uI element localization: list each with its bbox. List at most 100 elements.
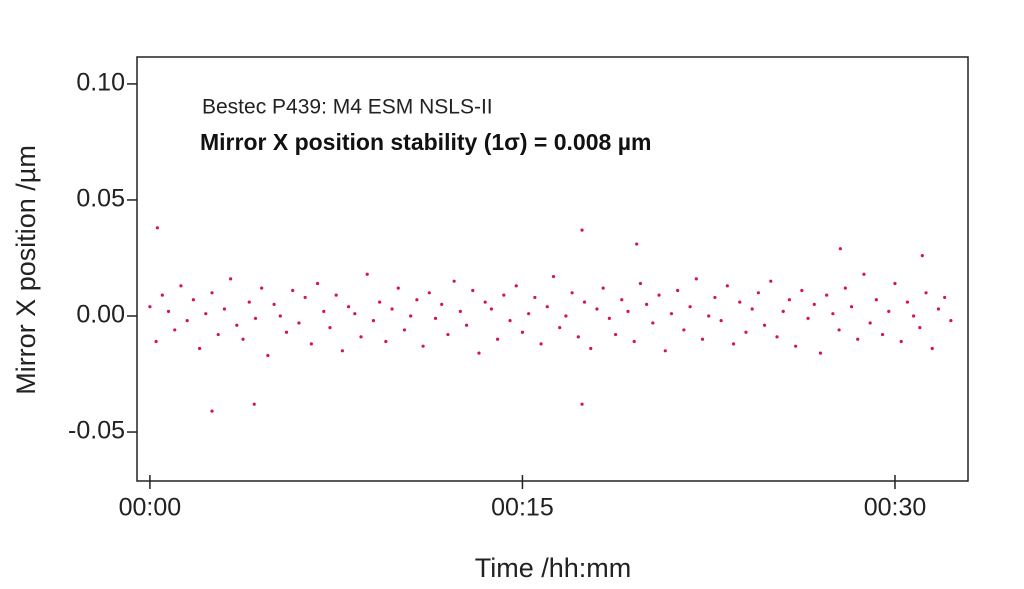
data-point [551,274,556,279]
x-tick-label: 00:15 [491,494,554,522]
y-axis-label: Mirror X position /µm [11,145,41,395]
data-point [415,298,419,302]
data-point [856,337,860,341]
data-point [210,409,214,413]
y-tick-label: 0.10 [76,69,125,97]
data-point [359,335,363,339]
data-point [837,328,841,332]
data-point [645,302,649,306]
data-point [887,309,891,313]
data-point [781,309,785,313]
data-point [936,307,941,311]
data-point [260,286,264,290]
data-point [794,344,798,348]
x-tick-label: 00:00 [119,494,182,522]
annotation: Bestec P439: M4 ESM NSLS-II [202,96,493,119]
y-tick-label: -0.05 [68,417,125,445]
data-point [943,295,947,300]
data-point [253,316,258,320]
data-point [148,305,152,309]
data-point [252,402,256,406]
data-point [613,332,618,337]
data-point [533,295,537,300]
data-point [651,321,655,325]
data-point [635,242,639,246]
data-point [365,272,369,276]
data-point [527,312,531,316]
data-point [315,281,320,286]
annotation: Mirror X position stability (1σ) = 0.008… [200,129,651,155]
data-point [384,339,388,344]
data-point [787,298,792,302]
data-point [514,284,518,288]
data-point [576,335,580,339]
data-point [905,300,910,304]
data-point [912,314,916,318]
data-point [353,312,357,316]
data-point [750,307,754,311]
data-point [769,279,773,283]
data-point [838,247,842,251]
data-point [378,300,382,304]
data-point [433,316,438,320]
data-point [738,300,742,304]
data-point [582,300,587,304]
y-tick-label: 0.00 [76,301,125,329]
data-point [918,325,922,330]
data-point [520,330,525,334]
data-point [688,305,692,309]
data-point [173,328,177,332]
data-point [340,349,344,353]
data-point [427,291,431,295]
data-point [676,288,680,293]
data-point [390,307,394,311]
data-point [949,319,953,323]
data-point [309,342,313,346]
data-point [874,298,878,302]
data-point [899,339,903,344]
data-point [346,305,351,309]
data-point [191,298,195,302]
data-point [222,307,227,311]
data-point [291,288,295,293]
data-point [396,286,400,290]
data-point [284,330,289,334]
data-point [489,307,494,311]
data-point [719,319,723,323]
data-point [496,337,500,341]
data-point [713,295,717,300]
data-point [725,284,729,288]
data-point [155,226,159,230]
data-point [589,346,593,351]
data-point [322,309,326,313]
data-point [452,279,456,283]
data-point [502,293,506,297]
data-point [371,319,376,323]
data-point [756,291,760,295]
data-point [893,281,897,286]
data-point [700,337,705,341]
data-point [421,344,425,348]
data-point [580,402,584,406]
data-point [669,312,674,316]
data-point [197,346,202,351]
data-point [831,312,835,316]
plot-frame [136,56,969,482]
data-point [247,300,251,304]
data-point [868,321,872,325]
data-point [595,307,599,311]
data-point [216,332,220,337]
data-point [638,281,643,286]
data-point [204,312,208,316]
data-point [825,293,829,297]
data-point [849,305,854,309]
data-point [402,328,407,332]
data-point [800,288,804,293]
data-point [620,298,624,302]
data-point [570,291,574,295]
data-point [632,339,636,344]
data-point [862,272,866,276]
data-point [880,332,885,337]
data-point [812,302,816,306]
